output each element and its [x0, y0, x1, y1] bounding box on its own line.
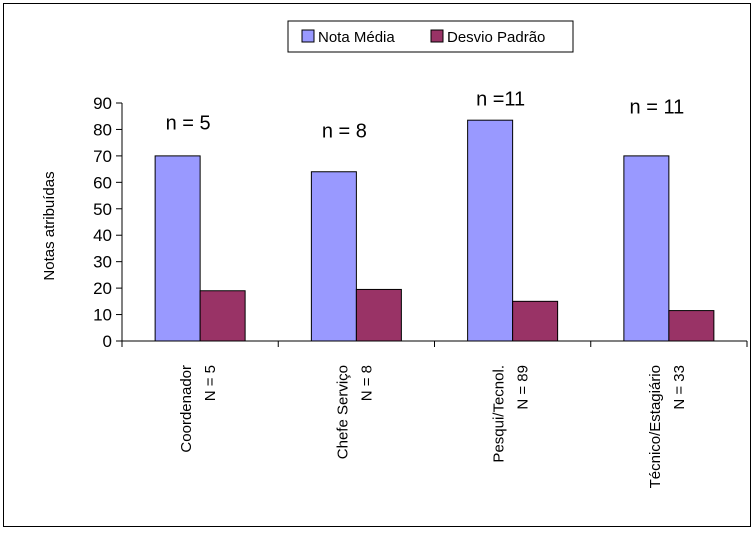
y-tick-label: 70 — [93, 147, 112, 166]
legend-label: Desvio Padrão — [447, 29, 545, 46]
legend-swatch — [301, 29, 315, 43]
legend-swatch — [430, 29, 444, 43]
x-axis: Coordenador N = 5 Chefe Serviço N = 8 Pesqui… — [121, 340, 748, 488]
bar-nota-media — [154, 155, 201, 342]
x-tick-label: Pesqui/Tecnol. — [491, 365, 508, 463]
sample-size-annotation: n =11 — [476, 89, 525, 111]
y-tick-label: 50 — [93, 200, 112, 219]
y-tick-label: 0 — [103, 332, 112, 351]
y-axis: 0 10 20 30 40 50 60 70 80 90 — [93, 94, 123, 351]
x-tick-count-label: N = 89 — [515, 365, 532, 410]
sample-size-annotation: n = 8 — [322, 120, 367, 142]
bar-nota-media — [310, 171, 357, 342]
y-axis-label: Notas atribuídas — [41, 171, 58, 280]
y-tick-label: 40 — [93, 226, 112, 245]
bar-chart: Nota Média Desvio Padrão 0 10 20 30 40 50 60 70 8… — [41, 20, 748, 488]
bars — [154, 119, 715, 342]
y-tick-label: 30 — [93, 253, 112, 272]
annotations: n = 5 n = 8 n =11 n = 11 — [166, 89, 685, 143]
bar-desvio-padrao — [512, 300, 559, 342]
x-tick-count-label: N = 5 — [202, 365, 219, 401]
legend: Nota Média Desvio Padrão — [287, 20, 574, 53]
x-tick-label: Técnico/Estagiário — [647, 365, 664, 488]
sample-size-annotation: n = 11 — [630, 97, 685, 119]
bar-nota-media — [623, 155, 670, 342]
legend-label: Nota Média — [318, 29, 395, 46]
sample-size-annotation: n = 5 — [166, 112, 211, 134]
y-tick-label: 80 — [93, 120, 112, 139]
x-tick-label: Coordenador — [178, 365, 195, 453]
y-tick-label: 20 — [93, 279, 112, 298]
bar-desvio-padrao — [668, 310, 715, 342]
y-tick-label: 10 — [93, 306, 112, 325]
x-tick-label: Chefe Serviço — [334, 365, 351, 459]
bar-desvio-padrao — [199, 290, 246, 342]
x-tick-count-label: N = 8 — [358, 365, 375, 401]
chart-frame: Nota Média Desvio Padrão 0 10 20 30 40 50 60 70 8… — [3, 3, 751, 527]
x-tick-count-label: N = 33 — [671, 365, 688, 410]
y-tick-label: 90 — [93, 94, 112, 113]
y-tick-label: 60 — [93, 173, 112, 192]
bar-desvio-padrao — [355, 288, 402, 342]
bar-nota-media — [467, 119, 514, 342]
